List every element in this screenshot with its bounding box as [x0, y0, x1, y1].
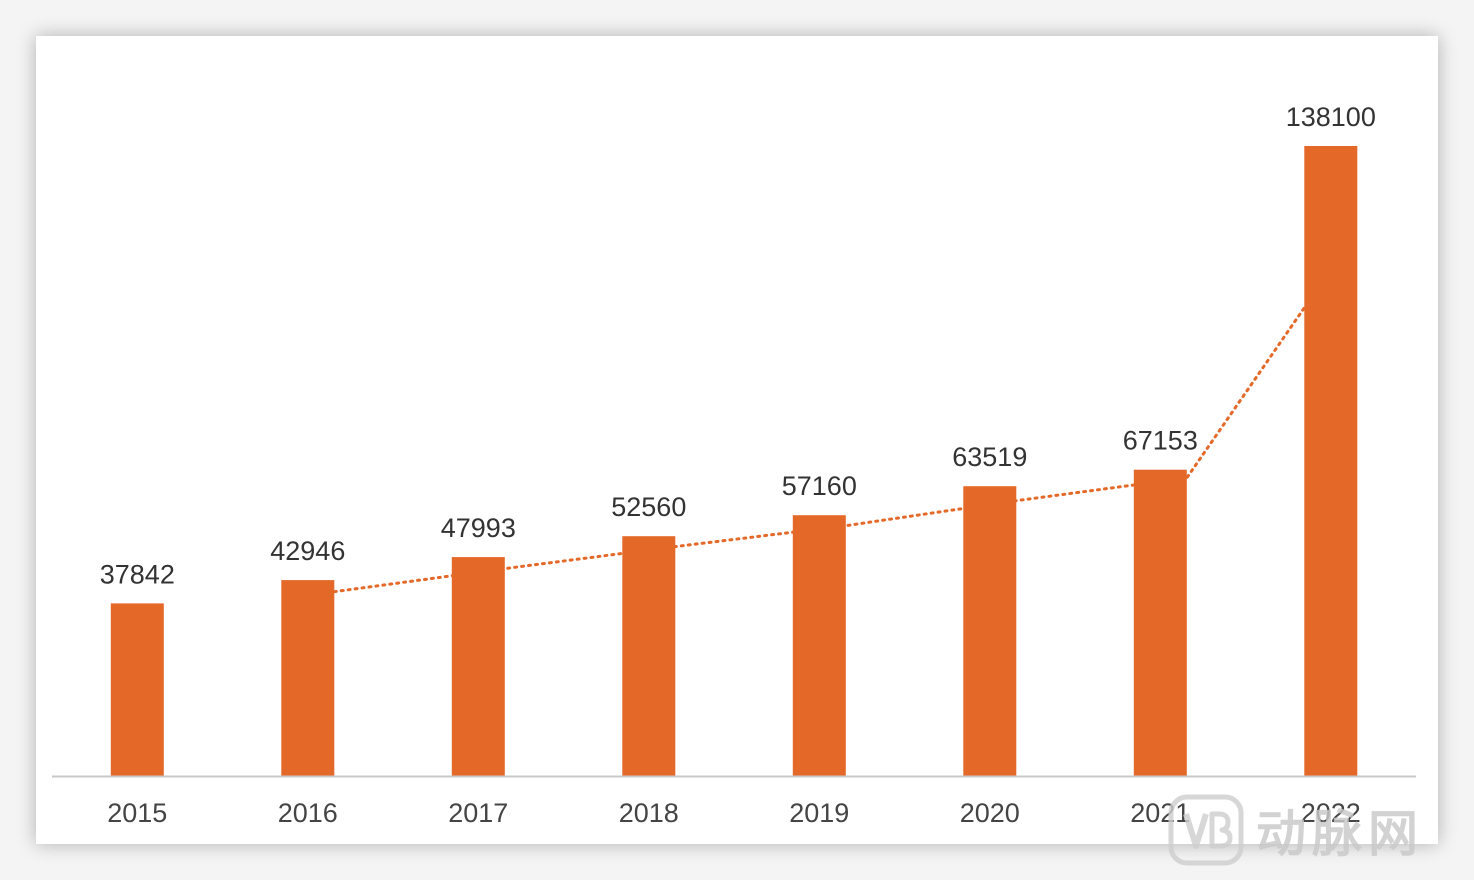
- value-label-2015: 37842: [100, 559, 175, 589]
- vb-logo-icon: [1168, 794, 1244, 866]
- bar-2016: [281, 580, 335, 776]
- bar-2018: [622, 536, 676, 776]
- tick-label-2018: 2018: [619, 798, 679, 828]
- tick-label-2020: 2020: [960, 798, 1020, 828]
- bar-chart: 37842 42946 47993 52560 57160 63519 67153 13810…: [52, 102, 1416, 828]
- value-label-2022: 138100: [1286, 102, 1376, 132]
- tick-label-2022: 2022: [1301, 798, 1361, 828]
- value-label-2018: 52560: [611, 492, 686, 522]
- tick-label-2016: 2016: [278, 798, 338, 828]
- bar-2022: [1304, 146, 1358, 776]
- tick-label-2021: 2021: [1130, 798, 1190, 828]
- trendline: [332, 306, 1306, 594]
- watermark: 动脉网: [1168, 794, 1424, 866]
- bar-2017: [451, 557, 505, 776]
- value-label-2021: 67153: [1123, 426, 1198, 456]
- value-label-2020: 63519: [952, 442, 1027, 472]
- value-label-2016: 42946: [270, 536, 345, 566]
- tick-label-2015: 2015: [107, 798, 167, 828]
- chart-card: 37842 42946 47993 52560 57160 63519 67153 13810…: [36, 36, 1438, 844]
- tick-label-2019: 2019: [789, 798, 849, 828]
- bar-2021: [1133, 469, 1187, 776]
- watermark-text: 动脉网: [1256, 805, 1424, 863]
- bar-2019: [792, 515, 846, 776]
- value-label-2019: 57160: [782, 471, 857, 501]
- bar-2015: [110, 603, 164, 776]
- tick-label-2017: 2017: [448, 798, 508, 828]
- bar-2020: [963, 486, 1017, 776]
- value-label-2017: 47993: [441, 513, 516, 543]
